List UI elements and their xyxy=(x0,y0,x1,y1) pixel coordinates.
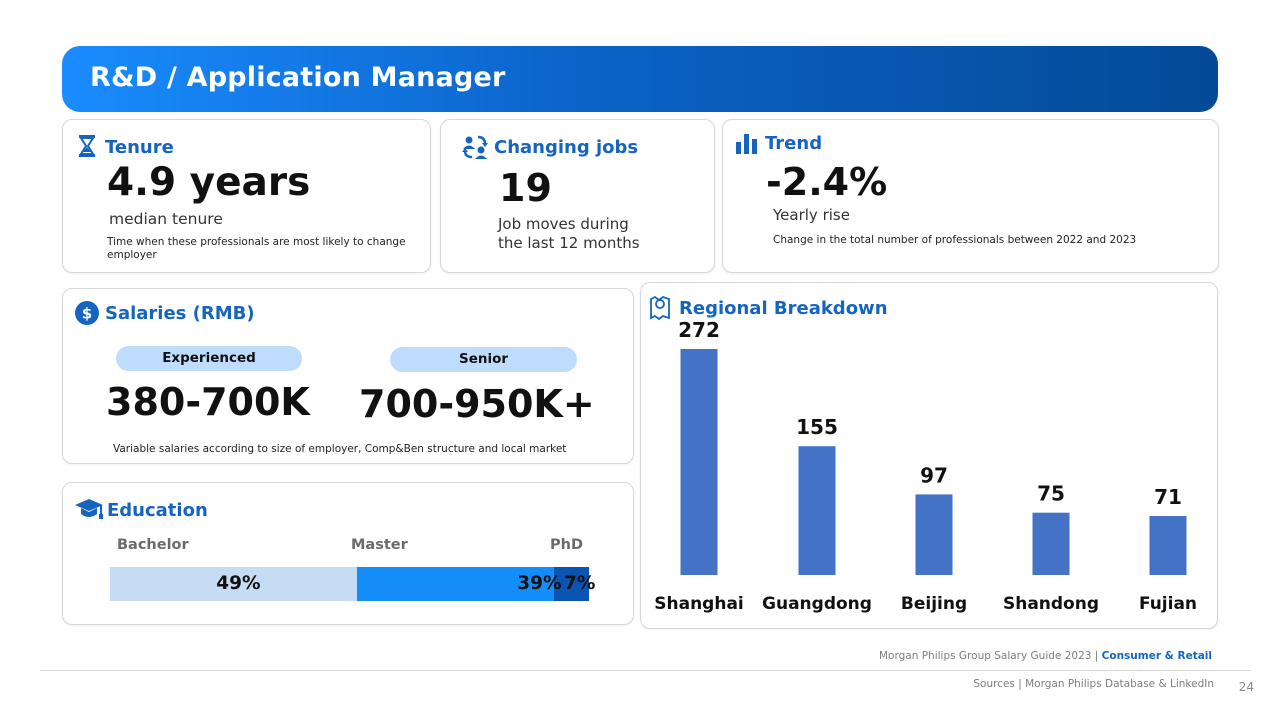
changing-jobs-label-line1: Job moves during xyxy=(498,215,629,233)
education-stacked-bar: 49% 39% 7% xyxy=(110,567,595,601)
page-header: R&D / Application Manager xyxy=(62,46,1218,112)
footer-guide: Morgan Philips Group Salary Guide 2023 |… xyxy=(879,650,1212,662)
changing-jobs-label-line2: the last 12 months xyxy=(498,234,640,252)
category-label-guangdong: Guangdong xyxy=(762,594,872,614)
education-percent-master: 39% xyxy=(517,573,562,594)
hourglass-icon xyxy=(79,135,95,157)
tenure-card: Tenure 4.9 years median tenure Time when… xyxy=(62,119,431,273)
education-segment-master xyxy=(357,567,554,601)
page-number: 24 xyxy=(1238,680,1254,694)
tenure-title: Tenure xyxy=(105,137,174,158)
education-label-master: Master xyxy=(351,537,408,553)
value-label-fujian: 71 xyxy=(1154,485,1182,509)
trend-card: Trend -2.4% Yearly rise Change in the to… xyxy=(722,119,1219,273)
bar-shandong xyxy=(1032,512,1070,575)
salary-range-senior: 700-950K+ xyxy=(359,382,595,426)
education-title: Education xyxy=(107,500,208,521)
tenure-note: Time when these professionals are most l… xyxy=(107,236,406,261)
salaries-card: $ Salaries (RMB) Experienced Senior 380-… xyxy=(62,288,634,464)
bar-beijing xyxy=(915,494,953,575)
category-label-shanghai: Shanghai xyxy=(654,594,744,614)
education-label-bachelor: Bachelor xyxy=(117,537,189,553)
bar-chart-icon xyxy=(736,134,757,154)
salaries-title: Salaries (RMB) xyxy=(105,303,255,324)
graduation-cap-icon xyxy=(75,499,103,519)
regional-bar-chart: Regional Breakdown 272 Shanghai 155 Guangdo… xyxy=(650,295,1197,614)
value-label-shandong: 75 xyxy=(1037,482,1065,506)
changing-jobs-title: Changing jobs xyxy=(494,137,639,158)
trend-label: Yearly rise xyxy=(773,206,850,224)
education-percent-bachelor: 49% xyxy=(216,573,261,594)
svg-text:$: $ xyxy=(82,305,92,323)
page-title: R&D / Application Manager xyxy=(90,62,506,93)
regional-title: Regional Breakdown xyxy=(679,298,888,319)
trend-note: Change in the total number of profession… xyxy=(773,234,1137,246)
changing-jobs-card: Changing jobs 19 Job moves during the la… xyxy=(440,119,715,273)
category-label-fujian: Fujian xyxy=(1139,594,1197,614)
footer-sources: Sources | Morgan Philips Database & Link… xyxy=(973,678,1214,690)
salary-level-experienced: Experienced xyxy=(116,346,302,371)
education-label-phd: PhD xyxy=(550,537,583,553)
regional-breakdown-card: Regional Breakdown 272 Shanghai 155 Guangdo… xyxy=(640,282,1218,629)
footer-divider xyxy=(40,670,1250,671)
trend-value: -2.4% xyxy=(766,160,888,204)
tenure-label: median tenure xyxy=(109,210,223,228)
value-label-beijing: 97 xyxy=(920,463,948,487)
category-label-beijing: Beijing xyxy=(901,594,967,614)
education-card: Education Bachelor Master PhD 49% 39% 7% xyxy=(62,482,634,625)
bar-fujian xyxy=(1149,516,1187,575)
trend-title: Trend xyxy=(765,133,823,154)
people-swap-icon xyxy=(462,135,488,159)
education-segment-phd xyxy=(553,567,589,601)
category-label-shandong: Shandong xyxy=(1003,594,1099,614)
changing-jobs-value: 19 xyxy=(499,166,552,210)
map-pin-icon xyxy=(650,295,670,321)
footer-guide-highlight: Consumer & Retail xyxy=(1101,650,1212,662)
bar-guangdong xyxy=(798,446,836,575)
salaries-note: Variable salaries according to size of e… xyxy=(113,443,567,455)
tenure-value: 4.9 years xyxy=(107,160,311,205)
bar-shanghai xyxy=(680,349,718,575)
value-label-shanghai: 272 xyxy=(678,318,720,342)
value-label-guangdong: 155 xyxy=(796,415,838,439)
salary-range-experienced: 380-700K xyxy=(106,380,310,424)
dollar-icon: $ xyxy=(75,301,99,325)
footer-guide-text: Morgan Philips Group Salary Guide 2023 | xyxy=(879,650,1099,662)
salary-level-senior: Senior xyxy=(390,347,577,372)
education-segment-bachelor xyxy=(110,567,358,601)
education-percent-phd: 7% xyxy=(564,573,596,594)
